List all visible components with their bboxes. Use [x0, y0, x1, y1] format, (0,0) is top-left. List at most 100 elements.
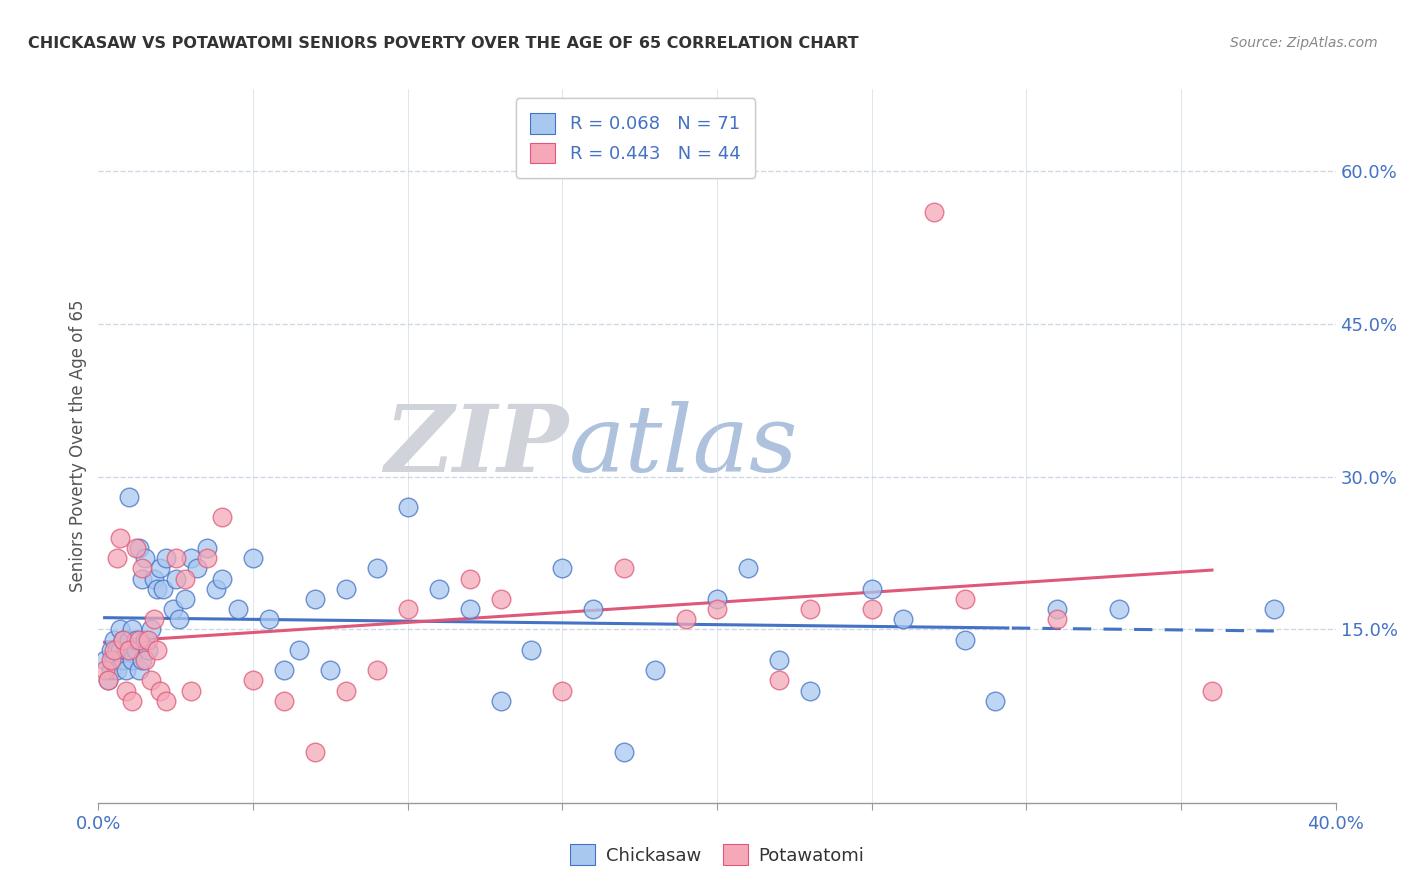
Point	[124, 541, 146, 555]
Point	[105, 663, 128, 677]
Point	[112, 632, 135, 647]
Point	[105, 551, 128, 566]
Point	[146, 582, 169, 596]
Point	[180, 683, 202, 698]
Point	[121, 694, 143, 708]
Point	[613, 561, 636, 575]
Point	[922, 204, 945, 219]
Point	[128, 663, 150, 677]
Point	[211, 510, 233, 524]
Point	[105, 643, 128, 657]
Point	[143, 612, 166, 626]
Point	[97, 673, 120, 688]
Point	[195, 551, 218, 566]
Point	[174, 591, 197, 606]
Point	[242, 673, 264, 688]
Point	[115, 663, 138, 677]
Point	[953, 632, 976, 647]
Point	[103, 643, 125, 657]
Point	[131, 653, 153, 667]
Point	[143, 572, 166, 586]
Point	[149, 561, 172, 575]
Text: ZIP: ZIP	[384, 401, 568, 491]
Point	[165, 551, 187, 566]
Point	[108, 531, 131, 545]
Point	[165, 572, 187, 586]
Point	[124, 643, 146, 657]
Point	[108, 643, 131, 657]
Point	[984, 694, 1007, 708]
Point	[112, 653, 135, 667]
Point	[366, 663, 388, 677]
Point	[211, 572, 233, 586]
Point	[551, 683, 574, 698]
Point	[136, 643, 159, 657]
Point	[97, 673, 120, 688]
Point	[613, 745, 636, 759]
Point	[180, 551, 202, 566]
Point	[319, 663, 342, 677]
Point	[121, 653, 143, 667]
Point	[799, 683, 821, 698]
Point	[427, 582, 450, 596]
Point	[520, 643, 543, 657]
Point	[489, 591, 512, 606]
Point	[128, 541, 150, 555]
Point	[115, 643, 138, 657]
Point	[146, 643, 169, 657]
Point	[124, 632, 146, 647]
Point	[551, 561, 574, 575]
Point	[103, 632, 125, 647]
Point	[242, 551, 264, 566]
Legend: R = 0.068   N = 71, R = 0.443   N = 44: R = 0.068 N = 71, R = 0.443 N = 44	[516, 98, 755, 178]
Point	[891, 612, 914, 626]
Point	[768, 653, 790, 667]
Point	[768, 673, 790, 688]
Point	[737, 561, 759, 575]
Point	[108, 623, 131, 637]
Point	[1263, 602, 1285, 616]
Point	[304, 745, 326, 759]
Text: Source: ZipAtlas.com: Source: ZipAtlas.com	[1230, 36, 1378, 50]
Point	[396, 500, 419, 515]
Point	[458, 602, 481, 616]
Point	[155, 551, 177, 566]
Point	[167, 612, 190, 626]
Point	[257, 612, 280, 626]
Point	[195, 541, 218, 555]
Point	[1201, 683, 1223, 698]
Point	[134, 632, 156, 647]
Point	[1108, 602, 1130, 616]
Point	[100, 643, 122, 657]
Point	[205, 582, 228, 596]
Point	[226, 602, 249, 616]
Point	[152, 582, 174, 596]
Point	[136, 632, 159, 647]
Point	[273, 694, 295, 708]
Point	[860, 602, 883, 616]
Point	[706, 602, 728, 616]
Text: atlas: atlas	[568, 401, 799, 491]
Point	[112, 632, 135, 647]
Point	[155, 694, 177, 708]
Point	[860, 582, 883, 596]
Point	[149, 683, 172, 698]
Text: CHICKASAW VS POTAWATOMI SENIORS POVERTY OVER THE AGE OF 65 CORRELATION CHART: CHICKASAW VS POTAWATOMI SENIORS POVERTY …	[28, 36, 859, 51]
Point	[131, 561, 153, 575]
Point	[335, 683, 357, 698]
Point	[489, 694, 512, 708]
Legend: Chickasaw, Potawatomi: Chickasaw, Potawatomi	[561, 835, 873, 874]
Point	[304, 591, 326, 606]
Point	[139, 623, 162, 637]
Point	[1046, 602, 1069, 616]
Point	[128, 632, 150, 647]
Point	[115, 683, 138, 698]
Point	[134, 653, 156, 667]
Point	[174, 572, 197, 586]
Point	[93, 653, 115, 667]
Point	[100, 653, 122, 667]
Point	[288, 643, 311, 657]
Point	[335, 582, 357, 596]
Point	[644, 663, 666, 677]
Point	[162, 602, 184, 616]
